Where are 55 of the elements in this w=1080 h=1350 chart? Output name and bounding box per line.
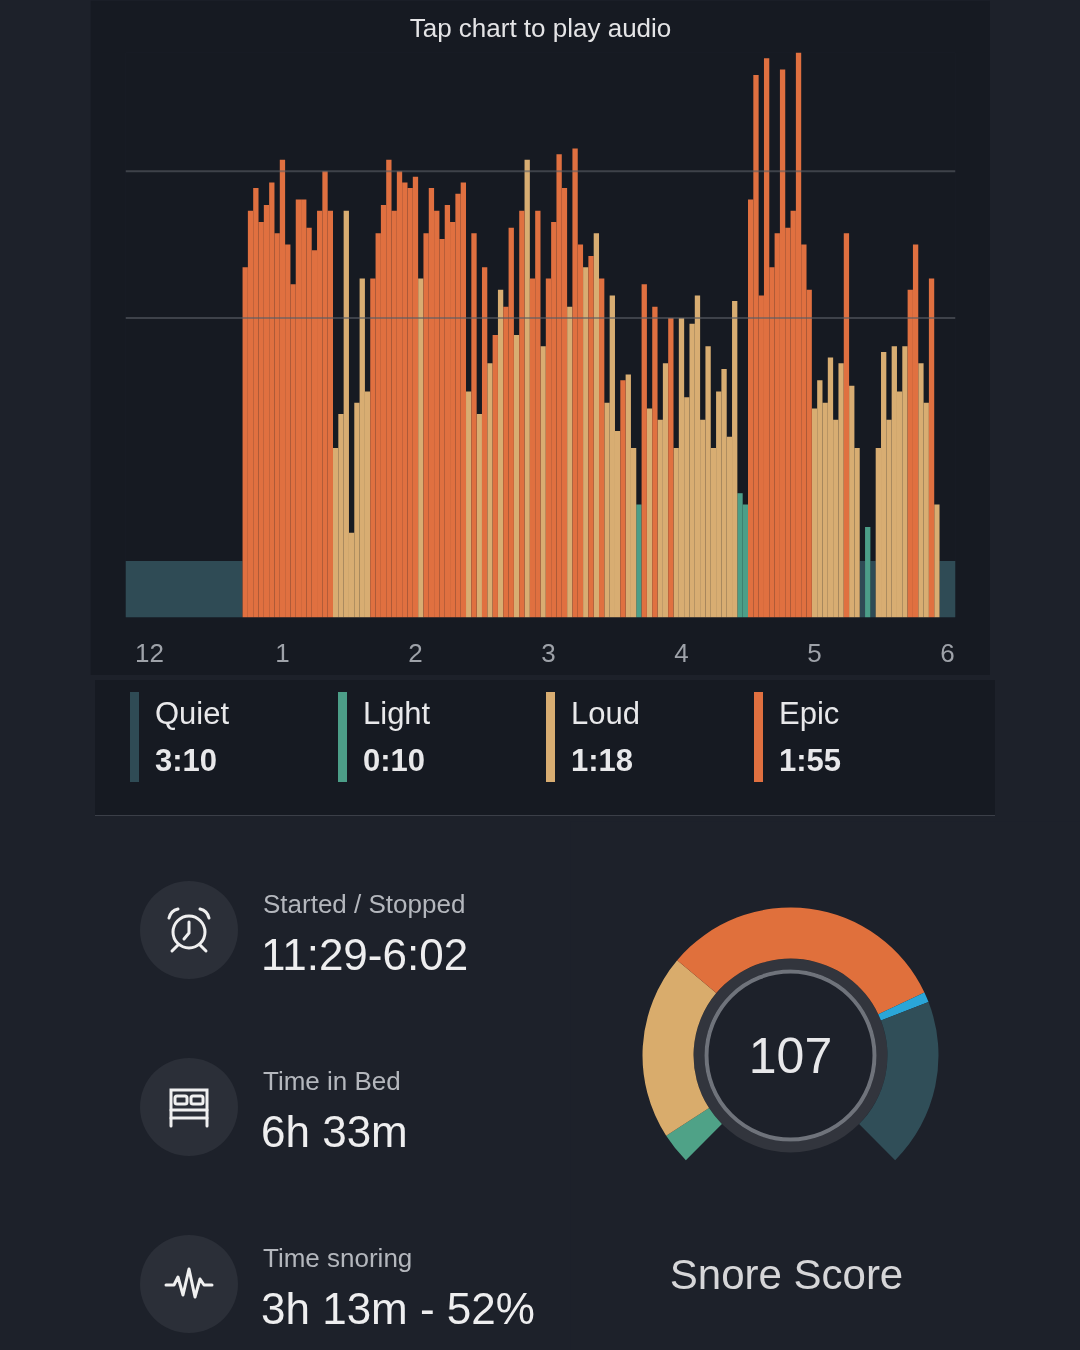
text: 107 <box>748 1028 833 1084</box>
x-tick-label: 5 <box>807 637 822 668</box>
bar <box>668 318 674 618</box>
chart-title: Tap chart to play audio <box>409 12 672 43</box>
bar <box>662 363 669 618</box>
bar <box>497 289 504 618</box>
bar <box>583 267 589 618</box>
x-tick-label: 2 <box>408 637 423 668</box>
text: 6h 33m <box>261 1106 408 1158</box>
bar <box>928 278 935 618</box>
x-tick-label: 4 <box>674 637 689 668</box>
bar <box>865 527 871 618</box>
bar <box>912 244 919 618</box>
x-tick-label: 1 <box>275 637 290 668</box>
bar <box>476 414 482 618</box>
bar <box>678 318 685 618</box>
text: Time in Bed <box>263 1065 401 1097</box>
bar <box>599 278 605 618</box>
legend-item: Loud 1:18 <box>546 692 746 792</box>
text: 11:29-6:02 <box>261 929 469 981</box>
legend-item: Light 0:10 <box>338 692 538 792</box>
text: Snore Score <box>669 1251 904 1298</box>
bar <box>540 346 546 618</box>
text: 3h 13m - 52% <box>261 1283 535 1335</box>
legend-label: Epic <box>779 695 840 733</box>
bar <box>652 306 658 618</box>
bar <box>593 233 600 618</box>
bar <box>519 210 525 618</box>
bar <box>843 233 850 618</box>
bar <box>567 306 573 618</box>
bar <box>588 255 594 618</box>
legend-label: Light <box>363 695 431 733</box>
bar <box>492 335 498 618</box>
bar <box>620 380 626 618</box>
text: Started / Stopped <box>263 888 466 920</box>
bar <box>934 504 940 618</box>
legend-item: Quiet 3:10 <box>130 692 330 792</box>
bar <box>636 504 642 618</box>
text: Time snoring <box>263 1242 413 1274</box>
bar <box>396 171 403 618</box>
x-tick-label: 3 <box>541 637 556 668</box>
bar <box>524 159 530 618</box>
bar <box>513 335 520 618</box>
bar <box>641 284 647 618</box>
legend-item: Epic 1:55 <box>754 692 954 792</box>
bar <box>487 363 493 618</box>
legend-label: Quiet <box>155 695 230 733</box>
bar <box>481 267 488 618</box>
legend-label: Loud <box>571 695 640 733</box>
bar <box>418 278 424 618</box>
bar <box>646 408 653 618</box>
x-tick-label: 6 <box>940 637 955 668</box>
x-tick-label: 12 <box>134 637 164 668</box>
bar <box>471 233 477 618</box>
bar <box>466 391 472 618</box>
